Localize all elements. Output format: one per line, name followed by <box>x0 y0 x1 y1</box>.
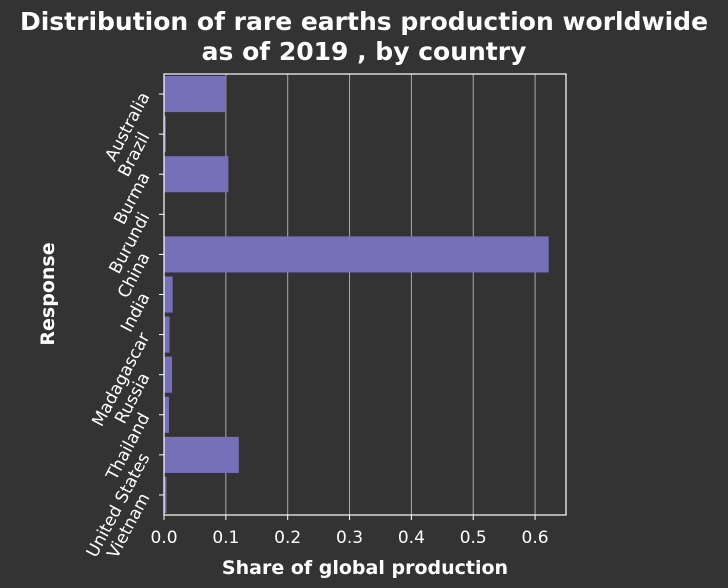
x-tick-label: 0.4 <box>398 528 425 548</box>
x-tick-label: 0.5 <box>460 528 487 548</box>
y-axis-label: Response <box>37 242 59 345</box>
x-tick-label: 0.6 <box>522 528 549 548</box>
x-tick-label: 0.3 <box>336 528 363 548</box>
chart-title-line-2: as of 2019 , by country <box>202 37 527 66</box>
bar-thailand <box>164 396 169 433</box>
x-tick-label: 0.2 <box>274 528 301 548</box>
bar-brazil <box>164 116 166 153</box>
bar-russia <box>164 356 173 393</box>
bar-united-states <box>164 436 239 473</box>
chart-title-line-1: Distribution of rare earths production w… <box>20 7 708 36</box>
bar-india <box>164 276 173 313</box>
plot-area: AustraliaBrazilBurmaBurundiChinaIndiaMad… <box>83 73 567 562</box>
bar-china <box>164 236 549 273</box>
plot-frame <box>163 73 567 516</box>
bar-madagascar <box>164 316 170 353</box>
bar-australia <box>164 76 226 113</box>
x-tick-label: 0.1 <box>212 528 239 548</box>
bar-burma <box>164 156 229 193</box>
x-axis-label: Share of global production <box>222 557 508 579</box>
bar-vietnam <box>164 476 167 513</box>
x-tick-label: 0.0 <box>150 528 177 548</box>
